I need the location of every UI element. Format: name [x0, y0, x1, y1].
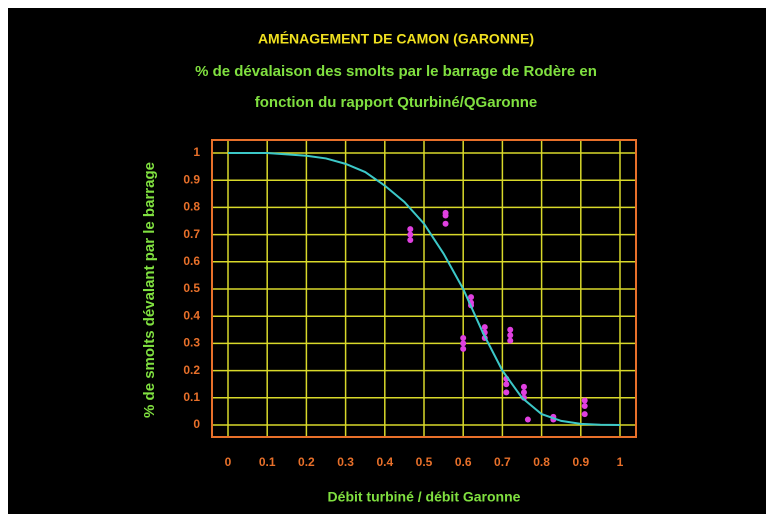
data-point: [442, 220, 449, 227]
x-tick-label: 0.5: [416, 455, 433, 469]
y-tick-label: 0.4: [183, 308, 200, 322]
y-tick-label: 0.6: [183, 254, 200, 268]
y-tick-label: 0.1: [183, 390, 200, 404]
x-tick-label: 0.8: [533, 455, 550, 469]
y-tick-label: 0.8: [183, 200, 200, 214]
data-point: [507, 332, 514, 339]
data-point: [460, 340, 467, 347]
chart-background: [8, 8, 766, 514]
y-tick-label: 0.2: [183, 363, 200, 377]
data-point: [524, 416, 531, 423]
data-point: [407, 231, 414, 238]
data-point: [442, 212, 449, 219]
x-tick-label: 0.4: [376, 455, 393, 469]
data-point: [503, 389, 510, 396]
data-point: [507, 326, 514, 333]
y-tick-label: 0.5: [183, 281, 200, 295]
data-point: [481, 324, 488, 331]
y-tick-label: 0: [193, 417, 200, 431]
data-point: [520, 383, 527, 390]
x-tick-label: 0.7: [494, 455, 511, 469]
y-tick-label: 0.3: [183, 336, 200, 350]
x-tick-label: 1: [617, 455, 624, 469]
y-tick-label: 1: [193, 145, 200, 159]
data-point: [468, 294, 475, 301]
y-axis-label: % de smolts dévalant par le barrage: [141, 162, 158, 418]
data-point: [581, 397, 588, 404]
y-tick-label: 0.7: [183, 227, 200, 241]
curve: [228, 152, 621, 426]
data-point: [407, 237, 414, 244]
data-point: [503, 381, 510, 388]
x-tick-label: 0.1: [259, 455, 276, 469]
x-tick-label: 0: [225, 455, 232, 469]
x-axis-label: Débit turbiné / débit Garonne: [328, 489, 521, 505]
x-tick-label: 0.9: [572, 455, 589, 469]
data-point: [407, 226, 414, 233]
data-point: [581, 411, 588, 418]
x-tick-label: 0.2: [298, 455, 315, 469]
chart-subtitle: % de dévalaison des smolts par le barrag…: [195, 63, 597, 80]
chart-subtitle: fonction du rapport Qturbiné/QGaronne: [255, 94, 538, 111]
plot-frame: [211, 139, 637, 438]
chart-title: AMÉNAGEMENT DE CAMON (GARONNE): [258, 31, 534, 47]
data-point: [460, 345, 467, 352]
y-tick-label: 0.9: [183, 172, 200, 186]
x-tick-label: 0.3: [337, 455, 354, 469]
data-point: [520, 389, 527, 396]
data-point: [460, 334, 467, 341]
data-point: [581, 402, 588, 409]
data-point: [507, 337, 514, 344]
x-tick-label: 0.6: [455, 455, 472, 469]
